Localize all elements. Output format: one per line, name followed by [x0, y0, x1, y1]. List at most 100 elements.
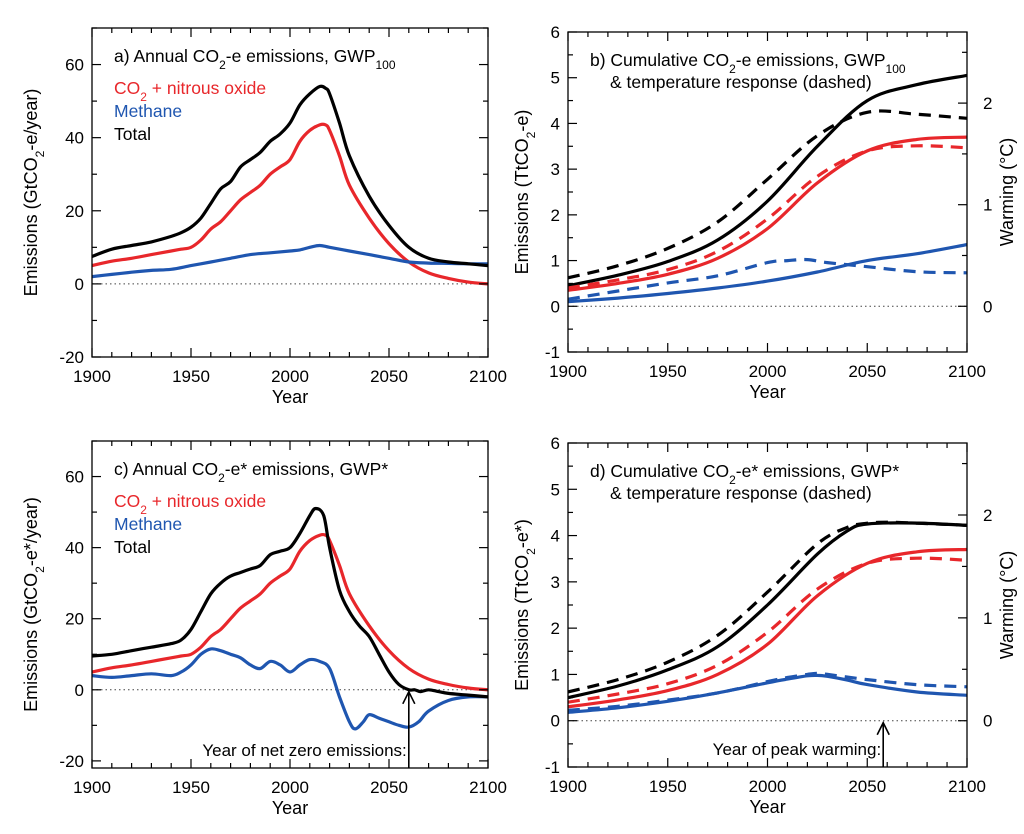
series-line-co2-nitrous-oxide — [92, 122, 488, 286]
x-axis-label: Year — [272, 798, 308, 818]
y-axis-label-segment: Emissions (GtCO — [21, 573, 41, 712]
y-tick-label: 60 — [65, 56, 84, 75]
x-tick-label: 2100 — [469, 367, 507, 386]
y-tick-label: 0 — [551, 297, 560, 316]
legend-item: Methane — [114, 101, 182, 121]
x-tick-label: 2000 — [271, 367, 309, 386]
arrow-head — [402, 690, 416, 705]
y-tick-label: 5 — [551, 480, 560, 499]
legend-item: Methane — [114, 514, 182, 534]
y-tick-label: 40 — [65, 539, 84, 558]
y2-axis-label: Warming (°C) — [997, 138, 1017, 247]
series-line-total — [568, 73, 967, 288]
y-tick-label: 6 — [551, 23, 560, 42]
legend-item-segment: CO — [114, 491, 140, 511]
panel-title-segment: a) Annual CO — [114, 46, 219, 66]
y-tick-label: 4 — [551, 114, 560, 133]
x-axis-label: Year — [749, 797, 785, 817]
x-axis-label: Year — [749, 382, 785, 402]
x-tick-label: 2100 — [948, 777, 986, 796]
y-axis-label-segment: -e*/year) — [21, 497, 41, 566]
series-line-methane-warming — [568, 671, 967, 712]
x-tick-label: 1950 — [172, 367, 210, 386]
series-line-co2-nitrous-oxide — [568, 135, 967, 292]
y-tick-label: -1 — [545, 343, 560, 362]
legend-item-segment: Total — [114, 124, 151, 144]
series-line-methane — [92, 647, 488, 731]
x-tick-label: 1900 — [549, 362, 587, 381]
x-tick-label: 1950 — [649, 362, 687, 381]
y-tick-label: 0 — [75, 275, 84, 294]
y-axis-label-segment: Emissions (TtCO — [512, 555, 532, 691]
y-tick-label: 2 — [551, 619, 560, 638]
panel-title-subscript: 2 — [729, 473, 736, 487]
y-tick-label: 1 — [551, 665, 560, 684]
y-tick-label: 2 — [551, 206, 560, 225]
y-tick-label: 20 — [65, 202, 84, 221]
legend-item-segment: CO — [114, 78, 140, 98]
y-axis-label-subscript: 2 — [524, 548, 538, 555]
panel-title-segment: b) Cumulative CO — [590, 50, 729, 70]
y2-tick-label: 1 — [983, 609, 992, 628]
legend-item-subscript: 2 — [140, 503, 147, 517]
series-line-methane — [92, 243, 488, 279]
legend-item-segment: Methane — [114, 514, 182, 534]
x-tick-label: 1900 — [73, 778, 111, 797]
x-axis-label: Year — [272, 387, 308, 407]
y-tick-label: 1 — [551, 252, 560, 271]
y-axis-label: Emissions (TtCO2-e*) — [512, 519, 538, 691]
series-line-total-warming — [568, 520, 967, 694]
panel-title: a) Annual CO2-e emissions, GWP100 — [114, 46, 396, 72]
x-tick-label: 2050 — [848, 777, 886, 796]
series-line-co2-nitrous-oxide — [92, 532, 488, 692]
x-tick-label: 2000 — [749, 362, 787, 381]
y2-tick-label: 0 — [983, 712, 992, 731]
x-tick-label: 1950 — [172, 778, 210, 797]
x-tick-label: 2050 — [370, 778, 408, 797]
panel-title-subscript: 2 — [729, 62, 736, 76]
panel-title-subscript: 100 — [886, 62, 906, 76]
panel-title: c) Annual CO2-e* emissions, GWP* — [114, 459, 388, 485]
legend-item-segment: + nitrous oxide — [147, 78, 266, 98]
y-axis-label-segment: -e*) — [512, 519, 532, 548]
series-line-co2-nitrous-oxide-warming — [568, 556, 967, 704]
y-tick-label: 3 — [551, 573, 560, 592]
y-tick-label: -1 — [545, 758, 560, 777]
legend-item: CO2 + nitrous oxide — [114, 78, 266, 104]
x-tick-label: 1900 — [73, 367, 111, 386]
x-tick-label: 2050 — [370, 367, 408, 386]
legend-item-segment: + nitrous oxide — [147, 491, 266, 511]
series-line-total — [568, 521, 967, 700]
legend-item: Total — [114, 537, 151, 557]
y-tick-label: 40 — [65, 129, 84, 148]
x-tick-label: 2000 — [749, 777, 787, 796]
panel-title-subscript: 2 — [219, 58, 226, 72]
series-line-total — [92, 84, 488, 268]
y2-tick-label: 2 — [983, 94, 992, 113]
y-tick-label: 4 — [551, 527, 560, 546]
panel-title-segment: -e emissions, GWP — [226, 46, 376, 66]
y2-axis-label: Warming (°C) — [997, 551, 1017, 660]
panel-c: 1900 1950 2000 2050 2100 -20 0 20 40 60 Year Emissi… — [21, 440, 507, 818]
panel-title: b) Cumulative CO2-e emissions, GWP100 — [590, 50, 906, 76]
series-line-total-warming — [568, 109, 967, 280]
y-tick-label: 0 — [551, 712, 560, 731]
legend-item-segment: Total — [114, 537, 151, 557]
series-line-total — [92, 506, 488, 699]
y2-tick-label: 1 — [983, 196, 992, 215]
panel-subtitle: & temperature response (dashed) — [610, 483, 872, 503]
x-tick-label: 2000 — [271, 778, 309, 797]
series-line-methane — [568, 243, 967, 304]
x-tick-label: 1950 — [649, 777, 687, 796]
y-tick-label: 60 — [65, 468, 84, 487]
series-line-methane-warming — [568, 257, 967, 301]
panel-a: 1900 1950 2000 2050 2100-200204060YearEmissi… — [21, 27, 507, 407]
y-axis-label-subscript: 2 — [33, 150, 47, 157]
y-axis-label-segment: -e/year) — [21, 89, 41, 151]
y-tick-label: 0 — [75, 681, 84, 700]
y-tick-label: 5 — [551, 69, 560, 88]
y-axis-label: Emissions (GtCO2-e*/year) — [21, 497, 47, 712]
y-tick-label: 6 — [551, 434, 560, 453]
panel-title-segment: -e* emissions, GWP* — [736, 461, 900, 481]
